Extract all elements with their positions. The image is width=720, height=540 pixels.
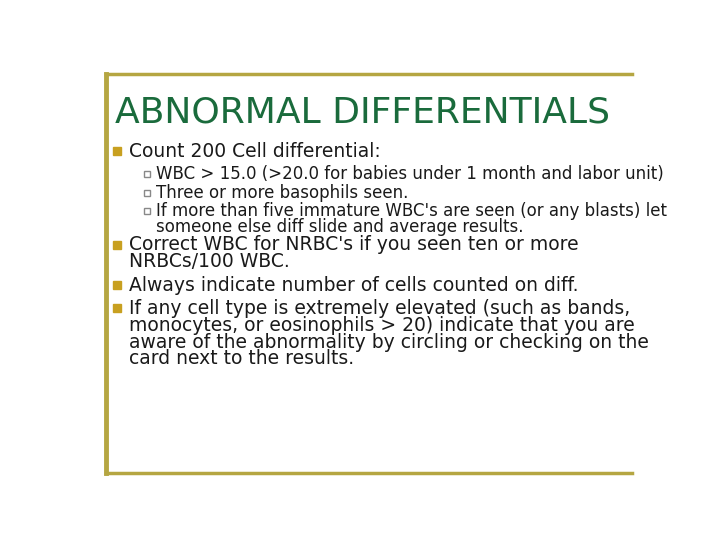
FancyBboxPatch shape	[113, 241, 121, 249]
FancyBboxPatch shape	[144, 208, 150, 214]
Text: ABNORMAL DIFFERENTIALS: ABNORMAL DIFFERENTIALS	[115, 96, 610, 130]
Text: If more than five immature WBC's are seen (or any blasts) let: If more than five immature WBC's are see…	[156, 202, 667, 220]
FancyBboxPatch shape	[113, 281, 121, 289]
Text: WBC > 15.0 (>20.0 for babies under 1 month and labor unit): WBC > 15.0 (>20.0 for babies under 1 mon…	[156, 165, 665, 183]
Text: Count 200 Cell differential:: Count 200 Cell differential:	[129, 141, 380, 160]
Text: aware of the abnormality by circling or checking on the: aware of the abnormality by circling or …	[129, 333, 649, 352]
Text: If any cell type is extremely elevated (such as bands,: If any cell type is extremely elevated (…	[129, 299, 630, 318]
Text: Always indicate number of cells counted on diff.: Always indicate number of cells counted …	[129, 275, 578, 294]
FancyBboxPatch shape	[144, 190, 150, 195]
FancyBboxPatch shape	[144, 171, 150, 177]
FancyBboxPatch shape	[113, 304, 121, 312]
Text: card next to the results.: card next to the results.	[129, 349, 354, 368]
Text: someone else diff slide and average results.: someone else diff slide and average resu…	[156, 218, 524, 235]
FancyBboxPatch shape	[113, 147, 121, 155]
Text: NRBCs/100 WBC.: NRBCs/100 WBC.	[129, 252, 289, 272]
Text: Three or more basophils seen.: Three or more basophils seen.	[156, 184, 409, 201]
Text: monocytes, or eosinophils > 20) indicate that you are: monocytes, or eosinophils > 20) indicate…	[129, 315, 634, 335]
Text: Correct WBC for NRBC's if you seen ten or more: Correct WBC for NRBC's if you seen ten o…	[129, 235, 578, 254]
